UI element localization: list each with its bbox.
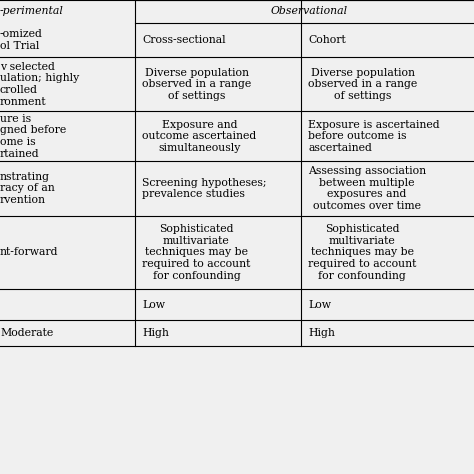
Text: Observational: Observational bbox=[271, 6, 348, 17]
Text: nstrating
racy of an
rvention: nstrating racy of an rvention bbox=[0, 172, 55, 205]
Text: ure is
gned before
ome is
rtained: ure is gned before ome is rtained bbox=[0, 114, 66, 159]
Text: -perimental: -perimental bbox=[0, 6, 64, 17]
Text: -omized
ol Trial: -omized ol Trial bbox=[0, 29, 43, 51]
Text: Diverse population
observed in a range
of settings: Diverse population observed in a range o… bbox=[308, 67, 417, 101]
Text: High: High bbox=[142, 328, 169, 338]
Text: Low: Low bbox=[308, 300, 331, 310]
Text: Cohort: Cohort bbox=[308, 35, 346, 45]
Text: Assessing association
between multiple
exposures and
outcomes over time: Assessing association between multiple e… bbox=[308, 166, 426, 211]
Text: Sophisticated
multivariate
techniques may be
required to account
for confounding: Sophisticated multivariate techniques ma… bbox=[142, 224, 251, 281]
Text: Diverse population
observed in a range
of settings: Diverse population observed in a range o… bbox=[142, 67, 251, 101]
Text: v selected
ulation; highly
crolled
ronment: v selected ulation; highly crolled ronme… bbox=[0, 62, 79, 107]
Text: Exposure is ascertained
before outcome is
ascertained: Exposure is ascertained before outcome i… bbox=[308, 119, 440, 153]
Text: Cross-sectional: Cross-sectional bbox=[142, 35, 226, 45]
Text: Screening hypotheses;
prevalence studies: Screening hypotheses; prevalence studies bbox=[142, 178, 267, 199]
Text: nt-forward: nt-forward bbox=[0, 247, 58, 257]
Text: Sophisticated
multivariate
techniques may be
required to account
for confounding: Sophisticated multivariate techniques ma… bbox=[308, 224, 417, 281]
Text: Moderate: Moderate bbox=[0, 328, 53, 338]
Text: High: High bbox=[308, 328, 335, 338]
Text: Low: Low bbox=[142, 300, 165, 310]
Text: Exposure and
outcome ascertained
simultaneously: Exposure and outcome ascertained simulta… bbox=[142, 119, 256, 153]
